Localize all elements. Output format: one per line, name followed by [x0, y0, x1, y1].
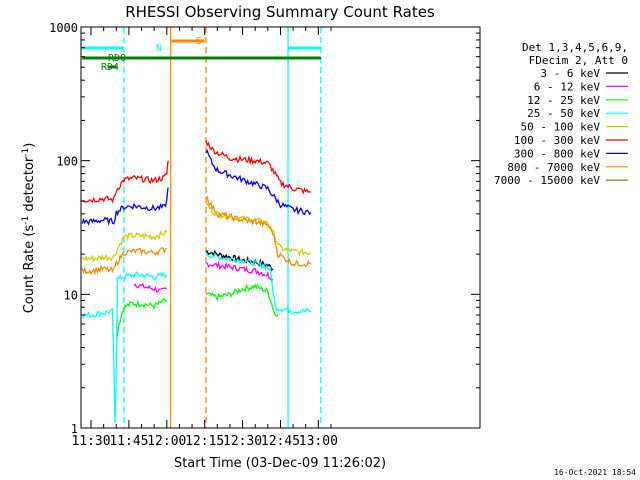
legend-entry-label: 800 - 7000 keV	[507, 161, 600, 174]
x-tick-label: 12:00	[147, 434, 186, 449]
legend-entry-label: 25 - 50 keV	[527, 107, 600, 120]
series-line	[205, 260, 274, 283]
series-line	[205, 249, 274, 272]
series-line	[81, 247, 168, 276]
legend-header-line: Det 1,3,4,5,6,9,	[522, 41, 628, 54]
axes: 1 10 100 1000 11:3011:4512:0012:1512:3012:45…	[49, 21, 480, 449]
chart-title: RHESSI Observing Summary Count Rates	[125, 3, 435, 21]
x-tick-label: 11:45	[109, 434, 148, 449]
y-tick-label: 1000	[49, 21, 78, 35]
x-tick-label: 12:30	[223, 434, 262, 449]
x-tick-label: 13:00	[299, 434, 338, 449]
plot-frame	[80, 26, 481, 429]
flag-label: RD0	[108, 53, 126, 64]
series-line	[133, 282, 168, 293]
y-tick-label: 10	[64, 288, 78, 302]
legend-entry-label: 7000 - 15000 keV	[494, 174, 600, 187]
y-tick-label: 100	[56, 155, 78, 169]
y-tick-label: 1	[71, 422, 78, 436]
x-tick-label: 12:45	[261, 434, 300, 449]
flag-label: RD4	[101, 62, 119, 73]
x-tick-label: 11:30	[71, 434, 110, 449]
series-line	[205, 196, 311, 267]
series-line	[115, 298, 168, 341]
series-line	[205, 149, 312, 216]
timestamp: 16-Oct-2021 18:54	[554, 468, 636, 477]
y-axis-label-part: Count Rate (s	[22, 225, 37, 314]
series-line	[205, 251, 312, 315]
y-axis-label-sup: -1	[21, 148, 31, 157]
flag-label: S	[196, 36, 202, 47]
legend-header-line: FDecim 2, Att 0	[529, 54, 628, 67]
legend-entry-label: 100 - 300 keV	[514, 134, 600, 147]
x-tick-label: 12:15	[185, 434, 224, 449]
series-line	[205, 202, 312, 257]
legend-entry-label: 50 - 100 keV	[521, 121, 601, 134]
series-line	[82, 271, 168, 424]
x-axis-label: Start Time (03-Dec-09 11:26:02)	[174, 456, 386, 471]
legend-entry-label: 12 - 25 keV	[527, 94, 600, 107]
flag-label: N	[156, 43, 162, 54]
y-axis-label-part: detector	[22, 156, 37, 216]
legend-entry-label: 300 - 800 keV	[514, 147, 600, 160]
series-line	[81, 228, 168, 263]
y-axis-label: Count Rate (s-1 detector-1)	[21, 143, 37, 314]
series-line	[205, 283, 279, 317]
series-layer	[81, 139, 312, 424]
legend-entry-label: 3 - 6 keV	[540, 67, 600, 80]
series-line	[205, 139, 312, 195]
series-line	[82, 160, 169, 204]
series-line	[81, 187, 169, 227]
legend-entry-label: 6 - 12 keV	[534, 80, 601, 93]
y-axis-label-sup: -1	[21, 216, 31, 225]
legend: Det 1,3,4,5,6,9, FDecim 2, Att 0 3 - 6 k…	[494, 41, 628, 187]
y-axis-label-part: )	[22, 143, 37, 148]
